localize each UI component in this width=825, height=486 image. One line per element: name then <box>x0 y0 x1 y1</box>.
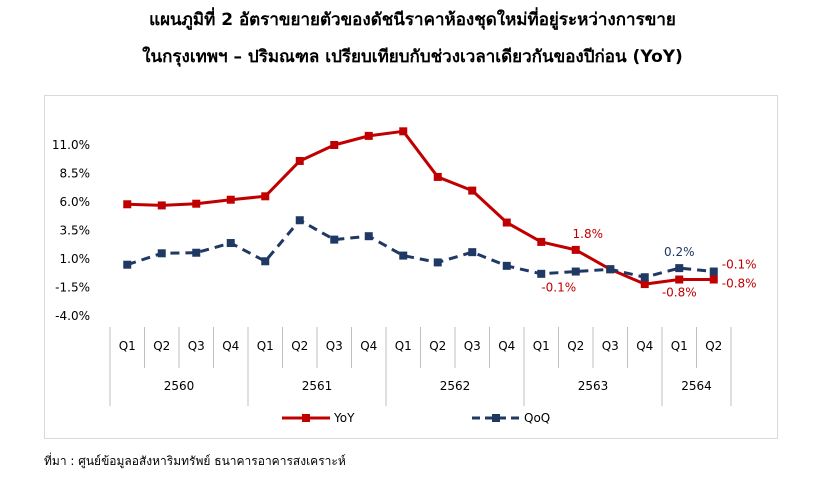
x-tick-label: Q1 <box>395 339 412 353</box>
data-point-yoy <box>399 127 408 136</box>
series-line-qoq <box>126 218 714 279</box>
data-point-yoy <box>502 218 511 227</box>
data-point-qoq <box>123 260 132 269</box>
data-point-qoq <box>364 232 373 241</box>
data-point-yoy <box>571 245 580 254</box>
data-point-yoy <box>364 131 373 140</box>
data-label: 1.8% <box>573 227 604 241</box>
data-point-yoy <box>433 172 442 181</box>
data-point-qoq <box>640 273 649 282</box>
legend-label-qoq: QoQ <box>524 411 550 425</box>
data-point-qoq <box>399 251 408 260</box>
x-tick-label: Q1 <box>119 339 136 353</box>
data-point-qoq <box>192 248 201 257</box>
data-point-qoq <box>502 261 511 270</box>
data-point-yoy <box>640 280 649 289</box>
x-tick-label: Q3 <box>188 339 205 353</box>
source-note: ที่มา : ศูนย์ข้อมูลอสังหาริมทรัพย์ ธนาคา… <box>44 454 346 468</box>
data-point-qoq <box>226 239 235 248</box>
x-tick-label: Q2 <box>429 339 446 353</box>
data-label: -0.8% <box>722 277 757 291</box>
x-tick-label: Q2 <box>705 339 722 353</box>
data-point-qoq <box>468 248 477 257</box>
y-tick-label: 6.0% <box>60 195 91 209</box>
data-point-qoq <box>571 267 580 276</box>
data-point-qoq <box>537 269 546 278</box>
data-point-qoq <box>295 216 304 225</box>
data-point-qoq <box>261 257 270 266</box>
data-label: -0.8% <box>662 286 697 300</box>
data-point-qoq <box>330 235 339 244</box>
x-tick-label: Q2 <box>153 339 170 353</box>
x-tick-label: Q4 <box>360 339 377 353</box>
y-tick-label: -1.5% <box>55 281 90 295</box>
year-group-label: 2563 <box>578 379 609 393</box>
data-point-yoy <box>123 200 132 209</box>
x-tick-label: Q2 <box>291 339 308 353</box>
y-tick-label: 8.5% <box>60 167 91 181</box>
year-group-label: 2561 <box>302 379 333 393</box>
data-point-yoy <box>537 237 546 246</box>
x-tick-label: Q3 <box>602 339 619 353</box>
data-point-yoy <box>468 186 477 195</box>
y-tick-label: 11.0% <box>52 138 90 152</box>
data-point-qoq <box>675 264 684 273</box>
y-tick-label: -4.0% <box>55 309 90 323</box>
data-label: -0.1% <box>722 258 757 272</box>
data-point-qoq <box>157 249 166 258</box>
data-point-yoy <box>226 195 235 204</box>
data-point-yoy <box>261 192 270 201</box>
x-tick-label: Q4 <box>222 339 239 353</box>
data-point-qoq <box>433 258 442 267</box>
data-point-qoq <box>606 265 615 274</box>
y-tick-label: 1.0% <box>60 252 91 266</box>
year-group-label: 2564 <box>681 379 712 393</box>
x-tick-label: Q2 <box>567 339 584 353</box>
legend-marker-yoy <box>302 414 310 422</box>
data-point-yoy <box>330 141 339 149</box>
x-tick-label: Q3 <box>326 339 343 353</box>
x-tick-label: Q4 <box>498 339 515 353</box>
data-label: -0.1% <box>541 281 576 295</box>
chart-title-line2: ในกรุงเทพฯ – ปริมณฑล เปรียบเทียบกับช่วงเ… <box>142 47 683 67</box>
data-point-qoq <box>709 267 718 276</box>
data-label: 0.2% <box>664 245 695 259</box>
x-tick-label: Q1 <box>671 339 688 353</box>
year-group-label: 2560 <box>164 379 195 393</box>
legend-label-yoy: YoY <box>333 411 355 425</box>
series-line-yoy <box>127 129 714 286</box>
data-point-yoy <box>295 156 304 165</box>
legend-marker-qoq <box>492 414 500 422</box>
x-tick-label: Q1 <box>257 339 274 353</box>
x-tick-label: Q3 <box>464 339 481 353</box>
data-point-yoy <box>157 201 166 210</box>
year-group-label: 2562 <box>440 379 471 393</box>
chart-title-line1: แผนภูมิที่ 2 อัตราขยายตัวของดัชนีราคาห้อ… <box>149 10 676 30</box>
y-tick-label: 3.5% <box>60 224 91 238</box>
data-point-yoy <box>675 275 684 284</box>
x-tick-label: Q1 <box>533 339 550 353</box>
data-point-yoy <box>192 199 201 208</box>
chart-frame <box>44 95 778 439</box>
x-tick-label: Q4 <box>636 339 653 353</box>
data-point-yoy <box>709 275 718 284</box>
